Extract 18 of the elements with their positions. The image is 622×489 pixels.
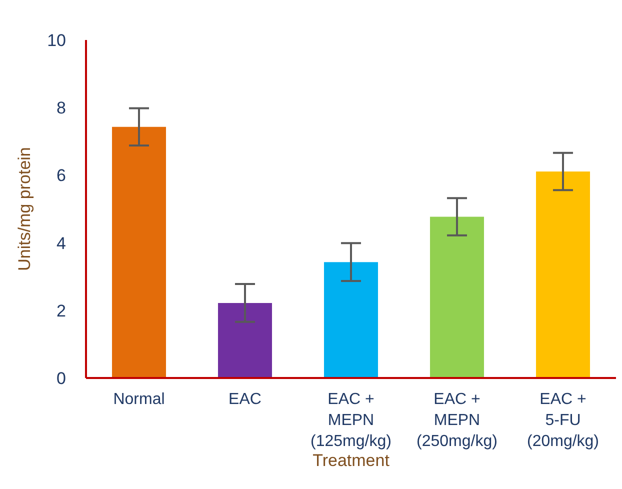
bar: [324, 262, 378, 378]
x-axis-title: Treatment: [312, 451, 390, 470]
y-tick-label: 2: [56, 301, 66, 320]
y-tick-label: 10: [47, 31, 66, 50]
bar: [112, 126, 166, 378]
bar: [536, 171, 590, 378]
x-tick-label: EAC + 5-FU (20mg/kg): [526, 391, 600, 450]
bar: [430, 216, 484, 378]
x-tick-label: EAC + MEPN (250mg/kg): [416, 391, 498, 450]
y-tick-label: 4: [56, 234, 66, 253]
x-tick-label: EAC + MEPN (125mg/kg): [310, 391, 392, 450]
bar: [218, 302, 272, 378]
y-tick-label: 8: [56, 98, 66, 118]
y-tick-label: 0: [56, 369, 66, 388]
y-tick-label: 6: [56, 166, 66, 186]
y-axis-title: Units/mg protein: [15, 147, 34, 271]
x-tick-label: EAC: [228, 391, 262, 408]
x-tick-label: Normal: [113, 391, 165, 408]
